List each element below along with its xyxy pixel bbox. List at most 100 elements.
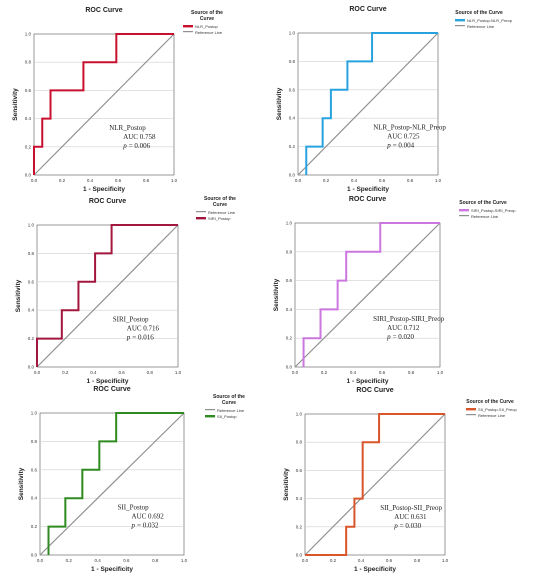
legend-entry: SII_Postop-SII_Preop [478, 407, 517, 412]
p-symbol: p [122, 142, 127, 150]
y-tick-label: 0.0 [289, 173, 296, 178]
x-tick-label: 0.0 [34, 370, 41, 375]
x-tick-label: 0.0 [302, 558, 309, 563]
x-tick-label: 0.6 [123, 558, 130, 563]
legend-title: Source of the [191, 10, 223, 16]
legend-swatch-series [459, 209, 469, 212]
roc-curve [47, 412, 184, 555]
y-tick-label: 1.0 [289, 31, 296, 36]
legend-entry: Reference Line [195, 30, 223, 35]
y-tick-label: 0.2 [31, 524, 38, 529]
y-tick-label: 1.0 [28, 223, 35, 228]
x-tick-label: 0.2 [330, 558, 337, 563]
y-tick-label: 0.4 [296, 496, 303, 501]
y-tick-label: 1.0 [25, 32, 32, 37]
x-tick-label: 0.2 [62, 370, 69, 375]
x-axis-label: 1 - Specificity [347, 186, 389, 193]
p-value: = 0.016 [132, 334, 154, 342]
legend-swatch-reference [205, 409, 215, 411]
legend: Source of the Curve NLR_Postop-NLR_PreopR… [455, 10, 513, 29]
y-tick-label: 0.8 [286, 249, 293, 254]
reference-line [33, 33, 175, 176]
chart-title: ROC Curve [349, 6, 386, 13]
reference-line [36, 224, 179, 368]
y-tick-label: 0.0 [296, 553, 303, 558]
legend-entry: SII_Postop [217, 414, 237, 419]
plot-frame [36, 224, 179, 368]
y-tick-label: 0.2 [28, 336, 35, 341]
annotation-p: p = 0.004 [386, 142, 414, 150]
y-axis-label: Sensitivity [15, 279, 22, 312]
y-tick-label: 0.6 [289, 87, 296, 92]
annotation-p: p = 0.030 [393, 522, 421, 530]
legend-entry: Reference Line [478, 413, 506, 418]
chart-title: ROC Curve [356, 387, 393, 394]
annotation-name: NLR_Postop [109, 124, 146, 132]
plot-frame [33, 33, 175, 176]
x-tick-label: 0.4 [87, 178, 94, 183]
x-tick-label: 1.0 [435, 178, 442, 183]
x-tick-label: 0.8 [408, 370, 415, 375]
plot-frame [304, 413, 446, 556]
x-tick-label: 0.2 [321, 370, 328, 375]
x-tick-label: 0.4 [351, 178, 358, 183]
x-tick-label: 1.0 [171, 178, 178, 183]
roc-panel-2: ROC Curve 0.00.0 0.2 0.2 0.4 0.4 0.6 0.6 0.8 0.8 1… [276, 6, 513, 193]
p-symbol: p [126, 334, 131, 342]
legend-entry: NLR_Postop-NLR_Preop [467, 18, 513, 23]
reference-line [297, 32, 439, 176]
plot-frame [294, 222, 441, 368]
x-tick-label: 0.6 [115, 178, 122, 183]
legend-title: Source of the Curve [459, 200, 507, 206]
legend-swatch-series [466, 408, 476, 411]
y-tick-label: 0.2 [296, 524, 303, 529]
y-tick-label: 0.2 [289, 144, 296, 149]
annotation-name: SIRI_Postop [113, 316, 149, 324]
y-tick-label: 0.0 [31, 553, 38, 558]
x-tick-label: 1.0 [181, 558, 188, 563]
reference-line [304, 413, 446, 556]
chart-title: ROC Curve [89, 198, 126, 205]
y-tick-label: 0.4 [289, 116, 296, 121]
legend-entry: SIRI_Postop-SIRI_Preop [471, 208, 516, 213]
y-tick-label: 0.6 [286, 278, 293, 283]
x-tick-label: 0.6 [379, 178, 386, 183]
annotation-auc: AUC 0.725 [387, 133, 420, 141]
x-tick-label: 0.8 [414, 558, 421, 563]
legend-swatch-series [455, 19, 465, 22]
annotation-auc: AUC 0.631 [394, 513, 427, 521]
roc-curve [302, 222, 440, 367]
roc-panel-5: ROC Curve 0.00.0 0.2 0.2 0.4 0.4 0.6 0.6 0.8 0.8 1… [18, 386, 245, 573]
p-symbol: p [131, 522, 136, 530]
x-tick-label: 0.8 [407, 178, 414, 183]
y-tick-label: 0.4 [25, 116, 32, 121]
y-tick-label: 1.0 [31, 411, 38, 416]
legend-swatch-series [205, 415, 215, 418]
legend: Source of the Curve SII_Postop-SII_PreopR… [466, 399, 517, 418]
y-axis-label: Sensitivity [273, 278, 280, 311]
annotation-p: p = 0.020 [386, 333, 414, 341]
annotation-name: SII_Postop-SII_Preop [380, 504, 442, 512]
legend-swatch-series [196, 217, 206, 220]
y-axis-label: Sensitivity [18, 467, 25, 500]
roc-curve [36, 224, 178, 367]
y-tick-label: 0.2 [25, 144, 32, 149]
x-tick-label: 1.0 [175, 370, 182, 375]
x-tick-label: 0.4 [350, 370, 357, 375]
y-tick-label: 0.8 [28, 251, 35, 256]
p-value: = 0.032 [137, 522, 159, 530]
roc-curve [305, 413, 445, 556]
x-axis-label: 1 - Specificity [347, 378, 389, 385]
roc-curve [305, 32, 438, 175]
legend-entry: Reference Line [208, 210, 236, 215]
legend-entry: NLR_Postop [195, 24, 218, 29]
x-tick-label: 0.8 [152, 558, 159, 563]
legend-swatch-reference [466, 414, 476, 416]
y-tick-label: 0.0 [25, 173, 32, 178]
plot-frame [297, 32, 439, 176]
reference-line [39, 412, 185, 556]
x-tick-label: 0.6 [379, 370, 386, 375]
